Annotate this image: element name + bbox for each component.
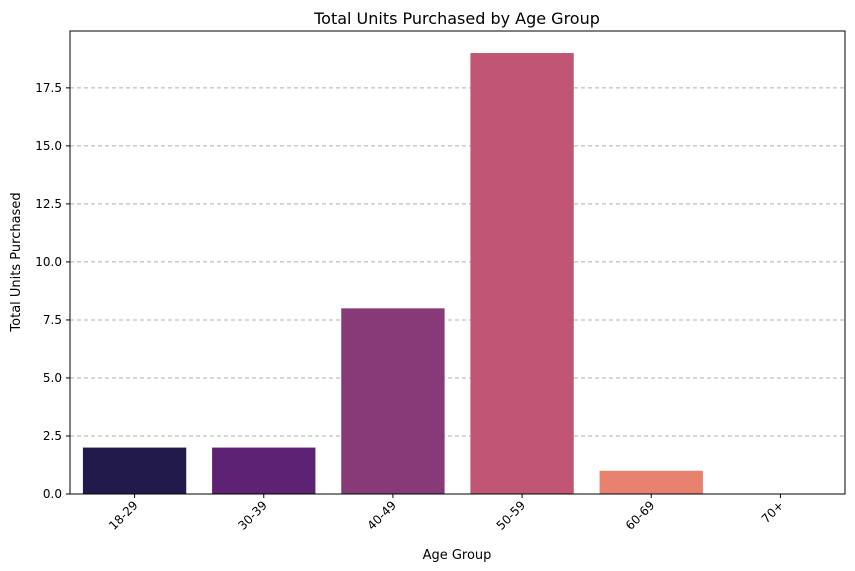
- x-tick-label: 70+: [759, 498, 787, 526]
- bar-40-49: [341, 308, 445, 494]
- y-tick-label: 15.0: [35, 139, 62, 153]
- bar-30-39: [212, 447, 316, 494]
- bar-18-29: [82, 447, 187, 494]
- x-tick-label: 18-29: [106, 498, 141, 533]
- y-tick-label: 0.0: [43, 487, 62, 501]
- y-tick-label: 17.5: [35, 81, 62, 95]
- x-tick-label: 60-69: [623, 498, 658, 533]
- y-tick-label: 12.5: [35, 197, 62, 211]
- y-axis-label: Total Units Purchased: [9, 192, 24, 332]
- bar-50-59: [470, 53, 574, 495]
- bars: [82, 53, 703, 495]
- x-tick-label: 40-49: [364, 498, 399, 533]
- x-tick-label: 30-39: [235, 498, 270, 533]
- gridlines: [70, 87, 845, 437]
- plot-frame: [69, 30, 846, 495]
- y-tick-label: 7.5: [43, 313, 62, 327]
- x-axis-label: Age Group: [423, 548, 492, 563]
- x-axis-ticks: 18-29 30-39 40-49 50-59 60-69 70+: [106, 494, 787, 533]
- bar-60-69: [599, 470, 703, 494]
- y-tick-label: 2.5: [43, 429, 62, 443]
- x-tick-label: 50-59: [494, 498, 529, 533]
- chart-title: Total Units Purchased by Age Group: [313, 9, 600, 28]
- y-tick-label: 10.0: [35, 255, 62, 269]
- y-axis-ticks: 0.0 2.5 5.0 7.5 10.0 12.5 15.0 17.5: [35, 81, 70, 501]
- y-tick-label: 5.0: [43, 371, 62, 385]
